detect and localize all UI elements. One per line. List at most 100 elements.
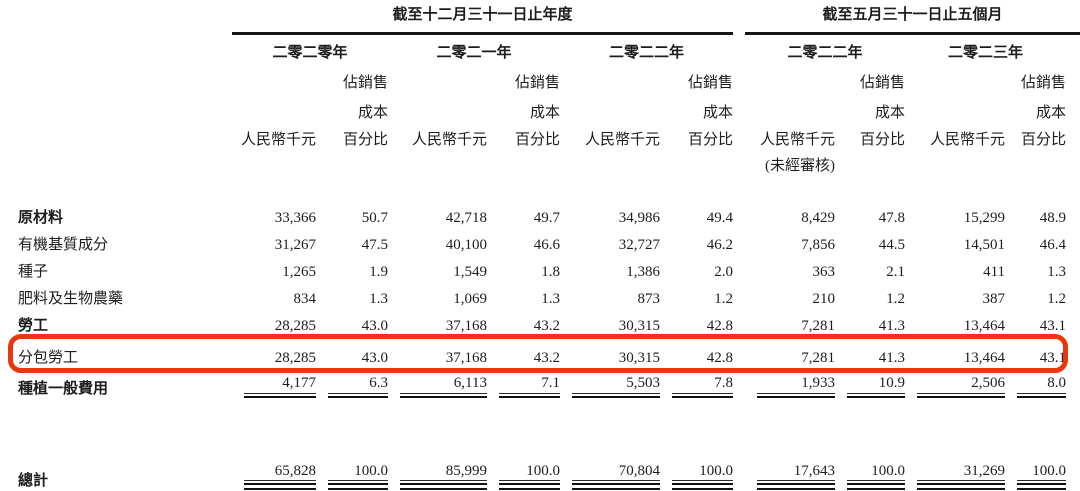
double-rule [499,482,560,490]
cell: 43.2 [533,317,560,334]
corner-blank [0,0,232,33]
table-row-labour: 勞工 28,285 43.0 37,168 43.2 30,315 42.8 7… [0,308,1080,335]
double-rule [328,482,388,490]
pct-header: 成本 [357,104,388,121]
cell: 13,464 [963,317,1006,334]
cell: 42.8 [706,349,734,366]
row-label: 有機基質成分 [18,236,109,253]
header-spacer [0,175,1080,200]
year-2020: 二零二零年 [272,44,348,61]
cell: 49.4 [706,209,734,226]
subheader-units: 人民幣千元 百分比 人民幣千元 百分比 人民幣千元 百分比 人民幣千元 百分比 … [0,122,1080,149]
single-rule [328,396,388,398]
single-rule [757,396,836,398]
cell: 5,503 [560,367,660,398]
double-rule [847,482,906,490]
cell: 37,168 [445,349,487,366]
cell: 49.7 [533,209,560,226]
cell: 31,269 [905,456,1006,490]
double-rule [244,482,316,490]
cell: 1,265 [282,263,316,280]
single-rule [672,396,734,398]
table-row-organic-substrate: 有機基質成分 31,267 47.5 40,100 46.6 32,727 46… [0,227,1080,254]
cell: 6.3 [316,367,388,398]
row-label: 肥料及生物農藥 [18,290,124,307]
row-label: 分包勞工 [18,349,79,366]
cell: 7,856 [801,236,836,253]
cell: 1,933 [745,367,836,398]
pct-header: 成本 [529,104,560,121]
pct-header: 成本 [703,104,734,121]
rmb-header: 人民幣千元 [930,131,1006,148]
cell: 13,464 [963,349,1006,366]
subheader-unaudited: (未經審核) [0,149,1080,175]
rmb-header: 人民幣千元 [411,131,487,148]
single-rule [244,396,316,398]
cell: 34,986 [618,209,660,226]
group-gap [733,0,745,33]
cell: 46.4 [1039,236,1067,253]
cell: 100.0 [835,456,906,490]
double-rule [917,482,1006,490]
cell: 37,168 [445,317,487,334]
pct-header: 佔銷售 [860,74,906,91]
cell: 1.9 [369,263,388,280]
table-row-cultivation-overheads: 種植一般費用 4,177 6.3 6,113 7.1 5,503 7.8 1,9… [0,367,1080,398]
unaudited-note: (未經審核) [765,157,836,174]
year-2022-5m: 二零二二年 [787,44,863,61]
pct-header: 百分比 [514,131,560,148]
cell: 1.3 [1047,263,1067,280]
single-rule [400,396,487,398]
cell: 1.2 [886,290,906,307]
cell: 1.8 [541,263,560,280]
pct-header: 百分比 [342,131,388,148]
cell: 43.1 [1039,349,1067,366]
cell: 210 [812,290,836,307]
period-group-row: 截至十二月三十一日止年度 截至五月三十一日止五個月 [0,0,1080,35]
cell: 44.5 [878,236,906,253]
cell: 42.8 [706,317,734,334]
cell: 48.9 [1039,209,1067,226]
cell: 50.7 [361,209,388,226]
cell: 1,549 [453,263,487,280]
cell: 46.6 [533,236,560,253]
double-rule [1017,482,1067,490]
year-2021: 二零二一年 [436,44,512,61]
pct-header: 百分比 [860,131,906,148]
pct-header: 佔銷售 [514,74,560,91]
pct-header: 成本 [1036,104,1067,121]
cell: 2,506 [905,367,1006,398]
period-header-five-months: 截至五月三十一日止五個月 [745,0,1080,35]
pct-header: 佔銷售 [688,74,734,91]
cell: 85,999 [388,456,487,490]
cell: 70,804 [560,456,660,490]
cell: 387 [982,290,1006,307]
cell: 1.3 [369,290,388,307]
cell: 14,501 [963,236,1006,253]
cell: 2.1 [886,263,906,280]
cell: 7,281 [801,349,836,366]
cell: 100.0 [487,456,560,490]
row-label: 總計 [18,472,49,489]
row-label: 原材料 [18,209,64,226]
cell: 363 [812,263,836,280]
row-label: 種植一般費用 [18,380,109,397]
cell: 834 [293,290,317,307]
cell: 32,727 [618,236,660,253]
cell: 33,366 [274,209,316,226]
cell: 1.2 [714,290,734,307]
cell: 40,100 [445,236,487,253]
single-rule [917,396,1006,398]
cell: 30,315 [618,317,660,334]
cell: 6,113 [388,367,487,398]
cell: 15,299 [963,209,1006,226]
table-row-raw-materials: 原材料 33,366 50.7 42,718 49.7 34,986 49.4 … [0,200,1080,227]
cell: 42,718 [445,209,487,226]
cell: 8.0 [1005,367,1067,398]
cell: 100.0 [660,456,734,490]
cell: 100.0 [1005,456,1067,490]
body-spacer [0,398,1080,456]
cell: 8,429 [801,209,836,226]
cell: 1.2 [1047,290,1067,307]
